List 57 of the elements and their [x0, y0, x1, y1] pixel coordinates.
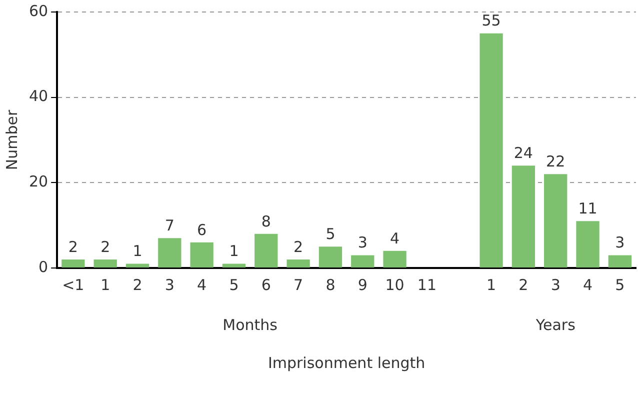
- x-tick-label: 11: [417, 276, 436, 294]
- data-label: 24: [514, 144, 533, 162]
- bar: [286, 259, 310, 268]
- x-tick-label: 1: [486, 276, 496, 294]
- data-label: 4: [390, 229, 400, 248]
- x-tick-label: 9: [358, 276, 368, 294]
- bar: [222, 264, 246, 268]
- bar: [608, 255, 632, 268]
- x-tick-label: 7: [294, 276, 304, 294]
- bar: [158, 238, 182, 268]
- bar: [351, 255, 374, 268]
- y-axis-title: Number: [2, 109, 21, 170]
- x-axis-title: Imprisonment length: [268, 354, 426, 372]
- text: Months: [222, 316, 278, 334]
- x-tick-label: 6: [261, 276, 271, 294]
- bar: [318, 246, 342, 268]
- bar: [94, 259, 117, 268]
- data-label: 5: [326, 225, 336, 244]
- data-label: 22: [546, 152, 566, 171]
- x-tick-label: 1: [100, 276, 110, 294]
- x-tick-label: 3: [164, 276, 174, 294]
- data-label: 2: [100, 238, 110, 256]
- x-tick-label: 5: [615, 276, 625, 294]
- bar: [190, 242, 214, 268]
- data-label: 11: [578, 199, 598, 218]
- y-tick-label: 40: [28, 87, 48, 106]
- bar: [62, 259, 85, 268]
- x-tick-label: 2: [518, 276, 528, 294]
- data-label: 1: [132, 242, 142, 260]
- y-tick-label: 0: [38, 258, 48, 276]
- data-label: 1: [229, 242, 239, 260]
- x-tick-label: 10: [385, 276, 404, 294]
- bar: [544, 174, 568, 268]
- bar: [512, 166, 536, 268]
- x-tick-label: 8: [326, 276, 336, 294]
- data-label: 7: [164, 216, 174, 235]
- bar: [126, 264, 150, 268]
- x-tick-label: 4: [197, 276, 207, 294]
- data-label: 3: [358, 234, 368, 252]
- data-label: 2: [68, 238, 78, 256]
- data-label: 8: [261, 212, 271, 230]
- y-tick-label: 20: [28, 172, 48, 191]
- data-label: 3: [615, 234, 625, 252]
- x-tick-label: 5: [229, 276, 239, 294]
- bar: [576, 221, 600, 268]
- data-label: 6: [197, 220, 207, 239]
- data-label: 55: [482, 12, 501, 30]
- x-tick-label: 4: [582, 276, 593, 294]
- x-tick-label: <1: [62, 276, 84, 294]
- bar: [254, 234, 278, 268]
- x-tick-label: 3: [550, 276, 560, 294]
- bar: [480, 33, 503, 268]
- text: Years: [534, 316, 576, 334]
- bar: [383, 250, 406, 268]
- data-label: 2: [294, 238, 304, 256]
- y-tick-label: 60: [28, 2, 48, 20]
- x-tick-label: 2: [132, 276, 142, 294]
